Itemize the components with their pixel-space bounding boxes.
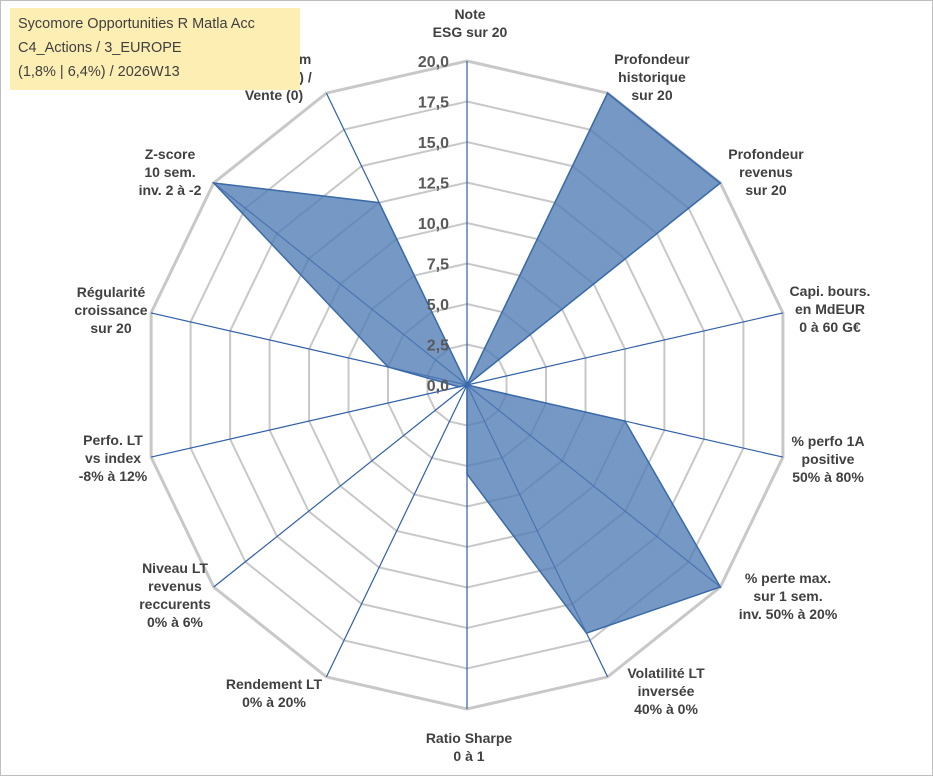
data-point-14 <box>378 201 380 204</box>
chart-title-line-2: C4_Actions / 3_EUROPE <box>18 40 182 56</box>
axis-label-4: Capi. bours. en MdEUR 0 à 60 G€ <box>790 283 871 335</box>
series-area <box>211 91 722 634</box>
data-point-10 <box>466 384 468 386</box>
tick-label-7: 17,5 <box>418 95 449 112</box>
tick-label-0: 0,0 <box>427 378 449 395</box>
axis-labels: Note ESG sur 20 Profondeur historique sur 20… <box>74 6 870 764</box>
axis-label-9: Rendement LT 0% à 20% <box>226 676 323 710</box>
data-point-8 <box>466 473 468 475</box>
axis-label-5: % perfo 1A positive 50% à 80% <box>791 433 864 485</box>
tick-label-6: 15,0 <box>418 135 449 152</box>
axis-label-8: Ratio Sharpe 0 à 1 <box>426 730 513 764</box>
chart-title-line-1: Sycomore Opportunities R Matla Acc <box>18 16 255 32</box>
tick-label-3: 7,5 <box>427 257 449 274</box>
axis-label-11: Perfo. LT vs index -8% à 12% <box>79 432 148 484</box>
data-point-11 <box>458 386 460 388</box>
axis-label-2: Profondeur historique sur 20 <box>614 51 690 103</box>
axis-label-12: Régularité croissance sur 20 <box>74 284 147 336</box>
data-point-12 <box>387 366 389 368</box>
axis-label-10: Niveau LT revenus reccurents 0% à 6% <box>139 560 211 630</box>
radar-series <box>211 91 722 634</box>
axis-label-13: Z-score 10 sem. inv. 2 à -2 <box>139 146 202 198</box>
axis-label-1: Note ESG sur 20 <box>433 6 508 40</box>
chart-title-line-3: (1,8% | 6,4%) / 2026W13 <box>18 64 180 80</box>
data-point-13 <box>212 182 215 184</box>
tick-label-8: 20,0 <box>418 54 449 71</box>
tick-label-4: 10,0 <box>418 216 449 233</box>
axis-spoke-10 <box>213 384 468 588</box>
axis-spoke-9 <box>325 384 468 678</box>
data-point-5 <box>624 420 626 422</box>
axis-spoke-11 <box>150 384 468 458</box>
data-point-2 <box>606 92 609 94</box>
axis-label-7: Volatilité LT inversée 40% à 0% <box>627 665 705 717</box>
data-point-7 <box>585 632 588 634</box>
tick-label-5: 12,5 <box>418 176 449 193</box>
axis-label-6: % perte max. sur 1 sem. inv. 50% à 20% <box>739 570 838 622</box>
axis-label-3: Profondeur revenus sur 20 <box>728 146 804 198</box>
tick-label-2: 5,0 <box>427 297 449 314</box>
axis-spoke-4 <box>466 312 784 386</box>
data-point-6 <box>719 586 722 588</box>
data-point-3 <box>719 182 722 184</box>
tick-label-1: 2,5 <box>427 338 449 355</box>
radial-tick-labels: 0,0 2,5 5,0 7,5 10,0 12,5 15,0 17,5 20,0 <box>418 54 449 395</box>
chart-title-box: Sycomore Opportunities R Matla Acc C4_Ac… <box>10 8 300 90</box>
